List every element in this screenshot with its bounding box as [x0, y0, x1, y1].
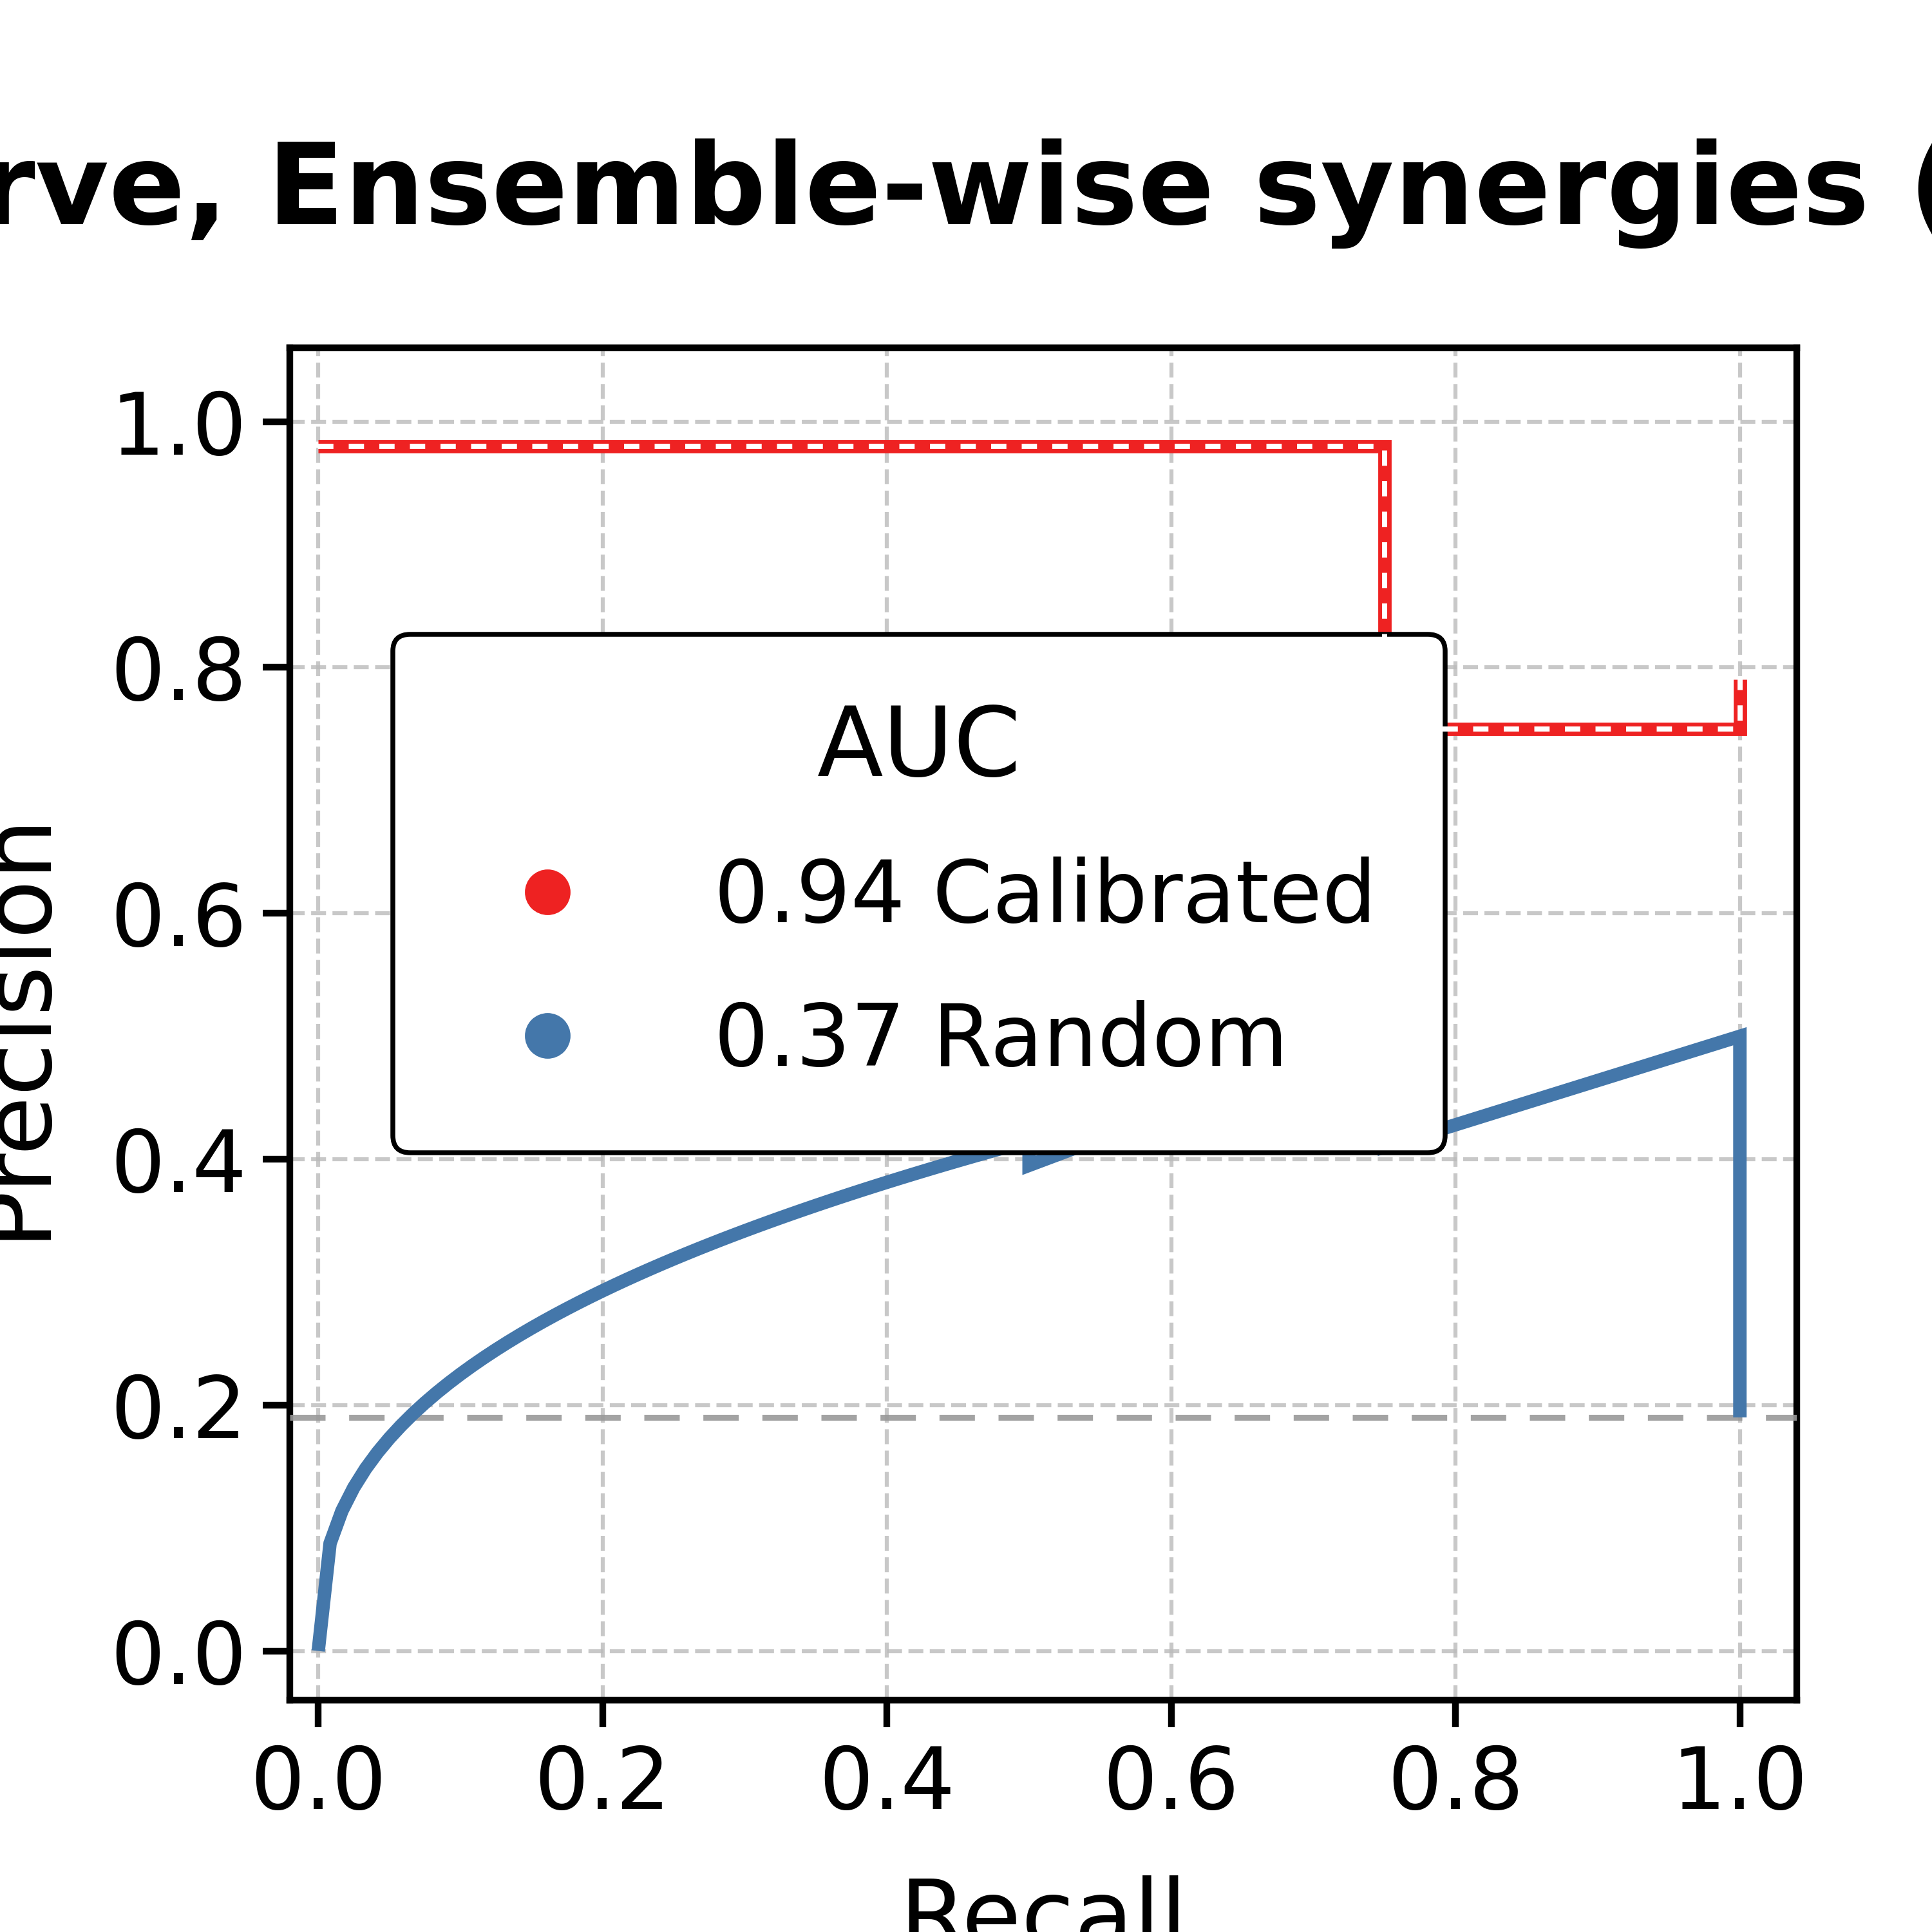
Legend:   0.94 Calibrated,   0.37 Random: 0.94 Calibrated, 0.37 Random: [392, 634, 1445, 1153]
Text: PR curve, Ensemble-wise synergies (Bliss): PR curve, Ensemble-wise synergies (Bliss…: [0, 139, 1932, 249]
Y-axis label: Precision: Precision: [0, 808, 62, 1240]
X-axis label: Recall: Recall: [898, 1876, 1188, 1932]
